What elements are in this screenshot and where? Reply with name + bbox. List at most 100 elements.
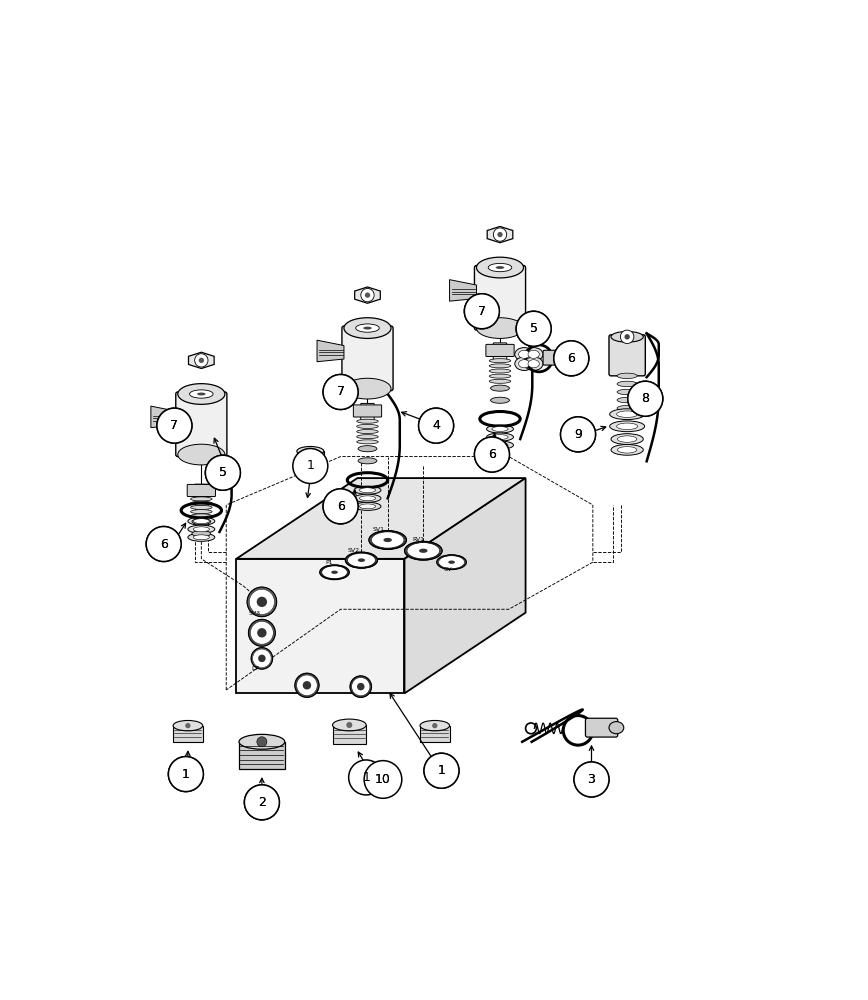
Ellipse shape (354, 494, 381, 502)
Ellipse shape (609, 409, 645, 420)
Circle shape (258, 655, 266, 662)
Ellipse shape (611, 434, 643, 444)
Text: SV1: SV1 (373, 527, 385, 532)
Text: 3: 3 (588, 773, 595, 786)
Text: 5: 5 (529, 322, 537, 335)
Circle shape (146, 527, 181, 562)
Ellipse shape (192, 519, 211, 525)
Ellipse shape (194, 519, 209, 524)
Ellipse shape (528, 350, 539, 358)
Ellipse shape (191, 505, 212, 509)
FancyBboxPatch shape (493, 343, 507, 361)
Text: 5: 5 (219, 466, 227, 479)
Ellipse shape (345, 552, 378, 568)
Ellipse shape (477, 318, 523, 338)
Circle shape (323, 374, 358, 409)
Ellipse shape (189, 390, 214, 398)
FancyBboxPatch shape (175, 392, 227, 457)
FancyBboxPatch shape (543, 350, 564, 365)
Circle shape (346, 722, 352, 728)
Ellipse shape (487, 433, 514, 441)
Circle shape (323, 489, 358, 524)
FancyBboxPatch shape (585, 718, 618, 737)
FancyBboxPatch shape (361, 403, 374, 422)
FancyBboxPatch shape (475, 266, 525, 330)
FancyBboxPatch shape (332, 725, 366, 744)
Circle shape (574, 762, 609, 797)
Ellipse shape (359, 496, 376, 501)
Ellipse shape (490, 359, 510, 363)
Ellipse shape (191, 501, 212, 505)
Ellipse shape (492, 435, 508, 439)
Ellipse shape (356, 324, 379, 332)
Circle shape (516, 311, 551, 346)
Ellipse shape (191, 510, 212, 514)
Ellipse shape (609, 421, 645, 432)
Circle shape (624, 334, 630, 340)
FancyBboxPatch shape (342, 326, 393, 391)
Ellipse shape (515, 357, 534, 370)
Circle shape (251, 648, 273, 669)
FancyBboxPatch shape (353, 405, 382, 417)
Circle shape (432, 723, 437, 728)
Ellipse shape (611, 444, 643, 455)
FancyBboxPatch shape (194, 484, 208, 500)
Ellipse shape (197, 393, 206, 395)
Ellipse shape (617, 436, 637, 442)
FancyBboxPatch shape (609, 335, 645, 376)
FancyBboxPatch shape (173, 726, 202, 742)
Circle shape (365, 762, 400, 797)
FancyBboxPatch shape (297, 451, 324, 466)
Circle shape (247, 587, 277, 617)
Text: SV3: SV3 (249, 611, 261, 616)
Text: 8: 8 (641, 392, 649, 405)
Circle shape (295, 673, 319, 697)
Circle shape (475, 437, 510, 472)
Circle shape (157, 408, 192, 443)
Ellipse shape (178, 384, 225, 404)
Circle shape (361, 288, 374, 302)
Circle shape (168, 757, 203, 792)
Polygon shape (355, 287, 380, 303)
Circle shape (157, 408, 192, 443)
Ellipse shape (194, 535, 209, 540)
Text: P1: P1 (326, 560, 333, 565)
Text: 6: 6 (568, 352, 575, 365)
Text: DF: DF (251, 666, 260, 671)
Ellipse shape (524, 348, 543, 361)
Circle shape (308, 449, 312, 454)
Ellipse shape (611, 331, 643, 342)
Text: 8: 8 (641, 392, 649, 405)
Ellipse shape (609, 722, 624, 734)
Circle shape (206, 455, 240, 490)
Ellipse shape (344, 378, 391, 399)
Ellipse shape (297, 446, 324, 456)
Circle shape (365, 761, 402, 798)
Circle shape (357, 683, 365, 690)
Circle shape (574, 762, 609, 797)
Circle shape (621, 330, 634, 344)
Ellipse shape (357, 435, 378, 439)
Circle shape (475, 437, 510, 472)
Ellipse shape (617, 389, 637, 395)
Circle shape (497, 232, 503, 237)
Ellipse shape (490, 364, 510, 368)
Text: SV2: SV2 (348, 548, 360, 553)
Circle shape (303, 681, 312, 690)
Ellipse shape (178, 444, 225, 465)
FancyBboxPatch shape (420, 726, 450, 742)
Ellipse shape (187, 517, 214, 525)
Circle shape (493, 228, 507, 241)
Ellipse shape (515, 348, 534, 361)
Circle shape (257, 628, 266, 638)
Circle shape (199, 358, 204, 363)
Polygon shape (236, 478, 526, 559)
Text: 6: 6 (160, 538, 168, 551)
Circle shape (561, 417, 595, 452)
Ellipse shape (490, 385, 510, 391)
Ellipse shape (492, 427, 508, 431)
Ellipse shape (518, 350, 529, 358)
Text: 7: 7 (337, 385, 345, 398)
Text: 1: 1 (182, 768, 190, 781)
Ellipse shape (419, 549, 428, 553)
